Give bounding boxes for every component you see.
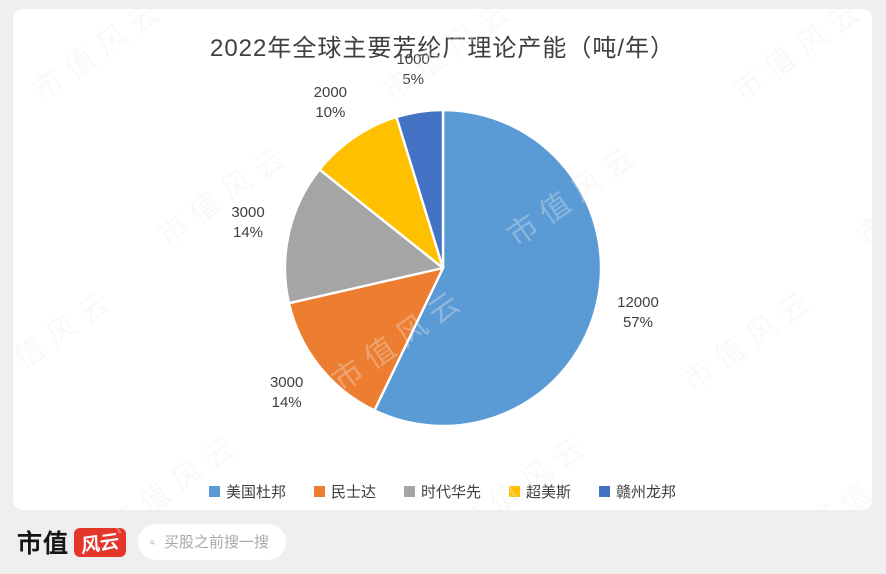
legend-label-1: 民士达 [330,484,376,501]
legend-item-2: 时代华先 [403,481,481,502]
legend-label-0: 美国杜邦 [225,484,286,501]
search-bar[interactable] [138,524,287,560]
pie-slice-3 [318,115,445,270]
brand-logo[interactable]: 市值 风云 [17,524,127,560]
chart-title: 2022年全球主要芳纶厂理论产能（吨/年） [209,35,676,62]
pie-slice-0 [373,108,603,428]
legend-label-2: 时代华先 [420,484,481,501]
pie-label-4: 1000 5% [396,51,430,89]
pie-slice-2 [283,168,445,305]
chart-card: 2022年全球主要芳纶厂理论产能（吨/年） 12000 57% 3000 14% 300… [13,9,872,510]
chart-legend: 美国杜邦 民士达 时代华先 超美斯 赣州龙邦 [13,481,872,502]
legend-item-3: 超美斯 [509,481,571,502]
brand-logo-badge-text: 风云 [80,530,120,558]
legend-item-4: 赣州龙邦 [599,481,676,502]
search-input[interactable] [162,532,277,552]
pie-slice-4 [395,108,445,270]
legend-label-3: 超美斯 [526,484,572,501]
pie-label-1: 3000 14% [269,373,304,411]
pie-slice-1 [287,266,445,412]
pie-chart [283,108,603,428]
brand-logo-text: 市值 [17,531,70,558]
legend-swatch-1 [313,486,325,497]
legend-swatch-0 [208,486,220,497]
legend-swatch-3 [509,486,520,497]
brand-logo-badge: 风云 [74,527,127,558]
legend-swatch-2 [403,486,415,497]
pie-label-0: 12000 57% [617,293,659,331]
footer-bar: 市值 风云 [0,510,886,574]
legend-swatch-4 [599,486,611,497]
pie-label-3: 2000 10% [313,83,348,121]
legend-label-4: 赣州龙邦 [616,484,677,501]
legend-item-0: 美国杜邦 [208,481,286,502]
pie-label-2: 3000 14% [231,204,265,242]
legend-item-1: 民士达 [313,481,376,502]
search-icon [150,539,155,545]
